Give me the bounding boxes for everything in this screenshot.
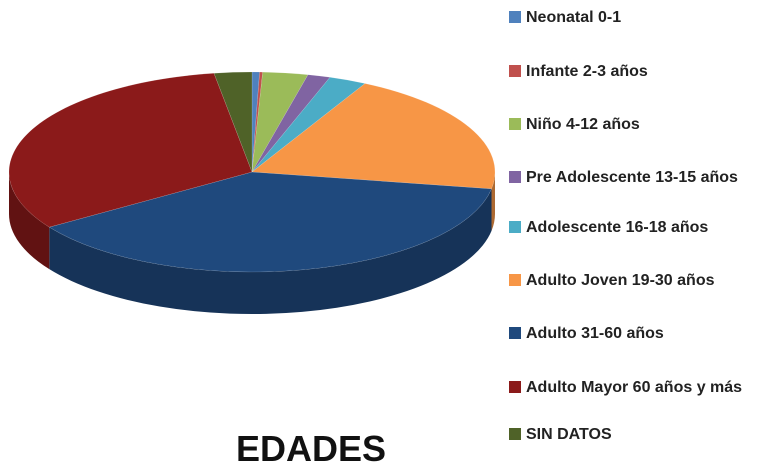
slice-side — [491, 172, 495, 231]
chart — [8, 71, 496, 314]
legend-label: Neonatal 0-1 — [526, 9, 622, 26]
slice — [48, 171, 492, 314]
slice-top — [251, 71, 263, 173]
legend-swatch — [509, 274, 521, 286]
slice-side — [9, 172, 50, 270]
legend-item: Adulto Mayor 60 años y más — [509, 378, 771, 398]
legend-label: Adolescente 16-18 años — [526, 219, 709, 236]
legend-label: SIN DATOS — [526, 426, 612, 443]
slice-top — [8, 72, 253, 228]
legend-item: Niño 4-12 años — [509, 115, 771, 135]
legend-swatch — [509, 381, 521, 393]
legend-swatch — [509, 65, 521, 77]
legend-swatch — [509, 118, 521, 130]
slice — [251, 83, 496, 231]
page: Neonatal 0-1 Infante 2-3 años Niño 4-12 añ… — [8, 8, 771, 469]
legend-swatch — [509, 327, 521, 339]
legend-label: Adulto Joven 19-30 años — [526, 272, 715, 289]
slice — [251, 77, 366, 173]
legend-item: SIN DATOS — [509, 425, 771, 445]
slice-top — [213, 71, 253, 173]
slice — [251, 71, 309, 173]
slice — [251, 71, 260, 173]
legend-label: Pre Adolescente 13-15 años — [526, 169, 738, 186]
legend-swatch — [509, 221, 521, 233]
legend-item: Adulto 31-60 años — [509, 324, 771, 344]
legend-item: Adolescente 16-18 años — [509, 218, 771, 238]
slice-top — [251, 83, 496, 190]
legend-label: Adulto 31-60 años — [526, 325, 664, 342]
legend-swatch — [509, 11, 521, 23]
legend-swatch — [509, 171, 521, 183]
slice-top — [251, 71, 309, 173]
legend-label: Adulto Mayor 60 años y más — [526, 379, 743, 396]
legend-item: Infante 2-3 años — [509, 62, 771, 82]
slice-top — [251, 71, 260, 173]
legend-label: Infante 2-3 años — [526, 63, 648, 80]
chart-title: EDADES — [236, 428, 387, 469]
slice — [213, 71, 253, 173]
slice — [251, 71, 263, 173]
slice — [8, 72, 253, 270]
legend-item: Adulto Joven 19-30 años — [509, 271, 771, 291]
legend-swatch — [509, 428, 521, 440]
slice-top — [251, 74, 331, 173]
legend-item: Neonatal 0-1 — [509, 8, 771, 28]
legend-label: Niño 4-12 años — [526, 116, 640, 133]
slice-side — [49, 188, 492, 314]
slice — [251, 74, 331, 173]
legend-item: Pre Adolescente 13-15 años — [509, 168, 771, 188]
slice-top — [251, 77, 366, 173]
slice-top — [48, 171, 492, 273]
